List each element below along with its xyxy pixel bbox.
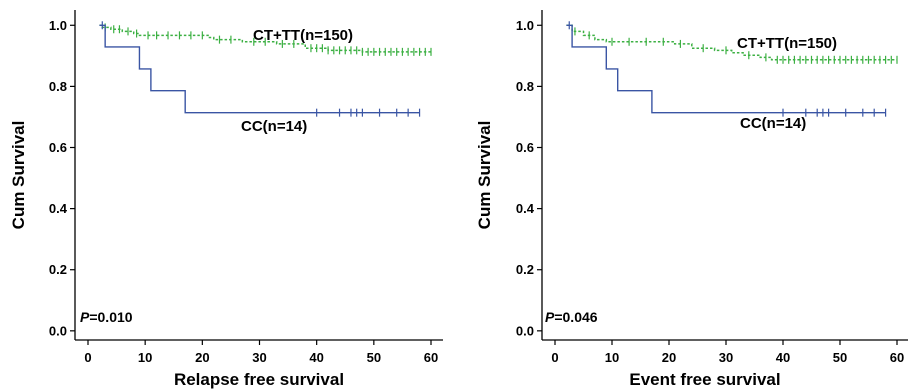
y-tick-label: 0.0 xyxy=(516,323,534,338)
survival-curves xyxy=(99,21,432,117)
chart-relapse-free: 0.0 0.2 0.4 0.6 0.8 1.0 0 10 20 30 40 50 60 CT+TT(n… xyxy=(9,10,443,389)
chart-event-free: 0.0 0.2 0.4 0.6 0.8 1.0 0 10 20 30 40 50 60 CT+TT(n… xyxy=(455,0,910,390)
series-label-ct-tt: CT+TT(n=150) xyxy=(737,35,837,52)
y-tick-label: 1.0 xyxy=(516,18,534,33)
series-label-cc: CC(n=14) xyxy=(241,118,307,135)
x-tick-label: 30 xyxy=(719,350,733,365)
y-tick-label: 0.2 xyxy=(516,262,534,277)
y-axis-title: Cum Survival xyxy=(475,121,494,230)
x-tick-label: 10 xyxy=(605,350,619,365)
x-axis-title: Relapse free survival xyxy=(174,370,344,389)
p-label: P xyxy=(80,309,90,325)
x-tick-label: 50 xyxy=(833,350,847,365)
y-ticks: 0.0 0.2 0.4 0.6 0.8 1.0 xyxy=(49,18,75,338)
y-tick-label: 0.2 xyxy=(49,262,67,277)
x-tick-label: 40 xyxy=(309,350,323,365)
p-value-annotation: P=0.046 xyxy=(545,309,598,325)
y-tick-label: 0.0 xyxy=(49,323,67,338)
y-tick-label: 0.4 xyxy=(49,201,68,216)
y-tick-label: 0.6 xyxy=(49,140,67,155)
x-tick-label: 40 xyxy=(776,350,790,365)
y-tick-label: 0.8 xyxy=(49,79,67,94)
y-tick-label: 0.6 xyxy=(516,140,534,155)
survival-line-ct-tt xyxy=(566,24,897,61)
y-axis-title: Cum Survival xyxy=(9,121,28,230)
x-ticks: 0 10 20 30 40 50 60 xyxy=(84,340,438,365)
x-ticks: 0 10 20 30 40 50 60 xyxy=(551,340,904,365)
x-tick-label: 20 xyxy=(195,350,209,365)
p-value: =0.046 xyxy=(554,309,597,325)
x-tick-label: 0 xyxy=(84,350,91,365)
x-axis-title: Event free survival xyxy=(629,370,780,389)
survival-line-ct-tt xyxy=(99,24,431,53)
y-ticks: 0.0 0.2 0.4 0.6 0.8 1.0 xyxy=(516,18,542,338)
p-label: P xyxy=(545,309,555,325)
x-tick-label: 10 xyxy=(138,350,152,365)
series-label-ct-tt: CT+TT(n=150) xyxy=(253,27,353,44)
x-tick-label: 60 xyxy=(424,350,438,365)
y-tick-label: 0.4 xyxy=(516,201,535,216)
x-tick-label: 60 xyxy=(890,350,904,365)
survival-line-cc xyxy=(99,24,420,114)
relapse-free-survival-chart: 0.0 0.2 0.4 0.6 0.8 1.0 0 10 20 30 40 50 60 CT+TT(n… xyxy=(9,10,443,389)
p-value: =0.010 xyxy=(89,309,132,325)
series-label-cc: CC(n=14) xyxy=(740,115,806,132)
y-tick-label: 1.0 xyxy=(49,18,67,33)
x-tick-label: 0 xyxy=(551,350,558,365)
event-free-survival-chart: 0.0 0.2 0.4 0.6 0.8 1.0 0 10 20 30 40 50 60 CT+TT(n… xyxy=(475,10,908,389)
x-tick-label: 20 xyxy=(662,350,676,365)
x-tick-label: 50 xyxy=(367,350,381,365)
y-tick-label: 0.8 xyxy=(516,79,534,94)
p-value-annotation: P=0.010 xyxy=(80,309,133,325)
survival-line-cc xyxy=(566,24,886,114)
survival-curves xyxy=(566,21,898,117)
x-tick-label: 30 xyxy=(252,350,266,365)
